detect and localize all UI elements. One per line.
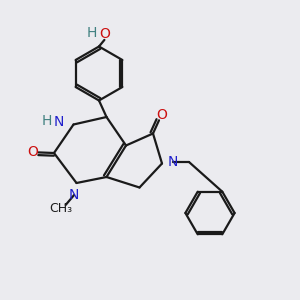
Text: CH₃: CH₃ bbox=[49, 202, 72, 215]
Text: H: H bbox=[42, 114, 52, 128]
Text: N: N bbox=[167, 155, 178, 169]
Text: N: N bbox=[69, 188, 79, 202]
Text: O: O bbox=[27, 146, 38, 159]
Text: H: H bbox=[87, 26, 97, 40]
Text: O: O bbox=[157, 108, 167, 122]
Text: O: O bbox=[99, 28, 110, 41]
Text: N: N bbox=[53, 115, 64, 128]
